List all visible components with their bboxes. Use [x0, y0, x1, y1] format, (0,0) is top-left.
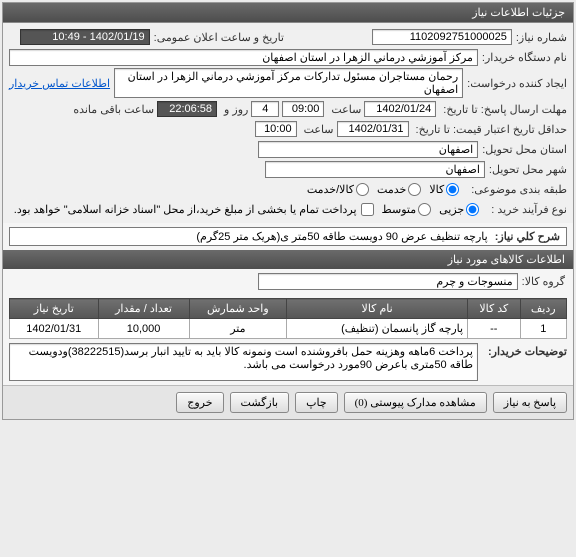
contact-link[interactable]: اطلاعات تماس خریدار [9, 77, 110, 90]
remaining-label: ساعت باقی مانده [69, 103, 154, 116]
category-label: طبقه بندی موضوعی: [467, 183, 567, 196]
panel-body: شماره نیاز: 1102092751000025 تاریخ و ساع… [3, 23, 573, 223]
price-validity-time: 10:00 [255, 121, 297, 137]
print-button[interactable]: چاپ [295, 392, 338, 413]
summary-label: شرح کلي نياز: [491, 231, 560, 243]
deadline-time: 09:00 [282, 101, 324, 117]
purchase-option-minor[interactable]: جزیی [439, 203, 479, 216]
col-unit: واحد شمارش [189, 299, 287, 319]
price-validity-time-label: ساعت [300, 123, 334, 136]
announce-label: تاریخ و ساعت اعلان عمومی: [150, 31, 284, 44]
deadline-time-label: ساعت [327, 103, 361, 116]
cell-qty: 10,000 [98, 319, 189, 339]
cell-date: 1402/01/31 [10, 319, 99, 339]
purchase-radio-medium[interactable] [418, 203, 431, 216]
purchase-option-medium[interactable]: متوسط [382, 203, 432, 216]
panel-title: جزئیات اطلاعات نیاز [3, 3, 573, 23]
buyer-desc-row: توضیحات خریدار: پرداخت 6ماهه وهزینه حمل … [9, 343, 567, 381]
col-qty: تعداد / مقدار [98, 299, 189, 319]
countdown: 22:06:58 [157, 101, 217, 117]
requester-value: رحمان مستاجران مسئول تدارکات مرکز آموزشي… [114, 68, 463, 98]
deadline-days: 4 [251, 101, 279, 117]
table-row[interactable]: 1 -- پارچه گاز پانسمان (تنظیف) متر 10,00… [10, 319, 567, 339]
col-row: ردیف [520, 299, 567, 319]
cell-name: پارچه گاز پانسمان (تنظیف) [287, 319, 468, 339]
price-validity-label: حداقل تاریخ اعتبار قیمت: تا تاریخ: [412, 123, 567, 136]
purchase-radio-minor[interactable] [466, 203, 479, 216]
summary-row: شرح کلي نياز: پارچه تنظیف عرض 90 دویست ط… [9, 227, 567, 246]
col-date: تاریخ نیاز [10, 299, 99, 319]
category-radio-kala[interactable] [446, 183, 459, 196]
cell-code: -- [468, 319, 520, 339]
delivery-province-label: استان محل تحویل: [478, 143, 567, 156]
deadline-date: 1402/01/24 [364, 101, 436, 117]
category-option-kala[interactable]: کالا [429, 183, 459, 196]
treasury-checkbox[interactable] [361, 203, 374, 216]
col-name: نام کالا [287, 299, 468, 319]
need-number-label: شماره نیاز: [512, 31, 567, 44]
delivery-city-label: شهر محل تحویل: [485, 163, 567, 176]
deadline-days-label: روز و [220, 103, 248, 116]
cell-row: 1 [520, 319, 567, 339]
need-number-value: 1102092751000025 [372, 29, 512, 45]
delivery-city-value: اصفهان [265, 161, 485, 178]
table-header-row: ردیف کد کالا نام کالا واحد شمارش تعداد /… [10, 299, 567, 319]
back-button[interactable]: بازگشت [230, 392, 290, 413]
category-option-khedmat[interactable]: خدمت [377, 183, 421, 196]
goods-group-label: گروه کالا: [518, 275, 565, 288]
category-radio-both[interactable] [356, 183, 369, 196]
announce-value: 1402/01/19 - 10:49 [20, 29, 150, 45]
items-table: ردیف کد کالا نام کالا واحد شمارش تعداد /… [9, 298, 567, 339]
category-options: کالا خدمت کالا/خدمت [307, 183, 459, 196]
deadline-label: مهلت ارسال پاسخ: تا تاریخ: [439, 103, 567, 116]
delivery-province-value: اصفهان [258, 141, 478, 158]
purchase-type-options: جزیی متوسط [382, 203, 480, 216]
exit-button[interactable]: خروج [176, 392, 223, 413]
buyer-desc-label: توضیحات خریدار: [484, 343, 567, 358]
summary-value: پارچه تنظیف عرض 90 دویست طاقه 50متر ی(هر… [196, 231, 487, 243]
attachments-button[interactable]: مشاهده مدارک پیوستی (0) [344, 392, 487, 413]
buyer-org-label: نام دستگاه خریدار: [478, 51, 567, 64]
items-header: اطلاعات کالاهای مورد نیاز [3, 250, 573, 269]
price-validity-date: 1402/01/31 [337, 121, 409, 137]
category-option-both[interactable]: کالا/خدمت [307, 183, 369, 196]
buyer-org-value: مرکز آموزشي درماني الزهرا در استان اصفها… [9, 49, 478, 66]
goods-group-value: منسوجات و چرم [258, 273, 518, 290]
treasury-note[interactable]: پرداخت تمام یا بخشی از مبلغ خرید،از محل … [14, 203, 374, 216]
category-radio-khedmat[interactable] [408, 183, 421, 196]
button-bar: پاسخ به نیاز مشاهده مدارک پیوستی (0) چاپ… [3, 385, 573, 419]
details-panel: جزئیات اطلاعات نیاز شماره نیاز: 11020927… [2, 2, 574, 420]
col-code: کد کالا [468, 299, 520, 319]
purchase-type-label: نوع فرآیند خرید : [487, 203, 567, 216]
cell-unit: متر [189, 319, 287, 339]
requester-label: ایجاد کننده درخواست: [463, 77, 567, 90]
respond-button[interactable]: پاسخ به نیاز [493, 392, 567, 413]
buyer-desc-value: پرداخت 6ماهه وهزینه حمل بافروشنده است ون… [9, 343, 478, 381]
